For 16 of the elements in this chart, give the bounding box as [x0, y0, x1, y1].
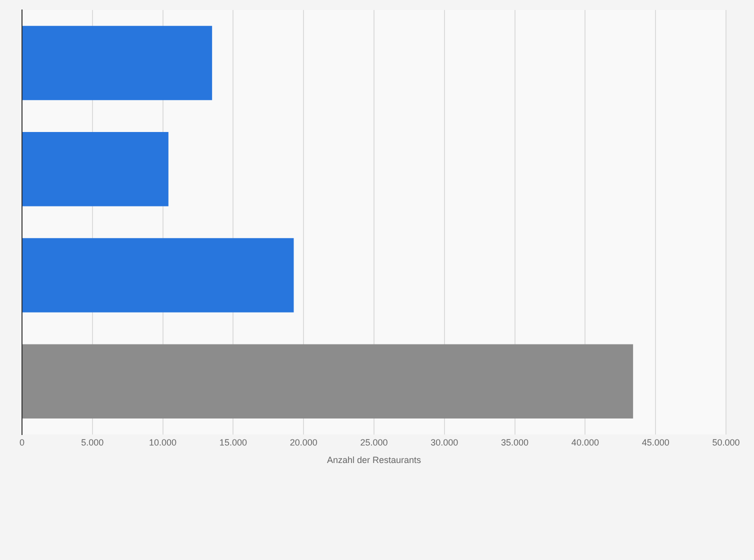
x-tick-label: 5.000 [81, 437, 104, 448]
x-tick-label: 25.000 [360, 437, 388, 448]
bar [22, 132, 168, 206]
x-tick-label: 0 [19, 437, 25, 448]
x-axis-title: Anzahl der Restaurants [326, 455, 422, 466]
x-tick-label: 15.000 [219, 437, 247, 448]
bar [22, 238, 294, 312]
x-tick-label: 20.000 [290, 437, 318, 448]
x-tick-label: 45.000 [642, 437, 670, 448]
x-tick-label: 50.000 [712, 437, 740, 448]
x-tick-label: 40.000 [571, 437, 599, 448]
x-tick-label: 35.000 [501, 437, 529, 448]
bar [22, 26, 212, 100]
x-tick-label: 30.000 [430, 437, 458, 448]
bar [22, 344, 634, 418]
x-tick-label: 10.000 [149, 437, 177, 448]
